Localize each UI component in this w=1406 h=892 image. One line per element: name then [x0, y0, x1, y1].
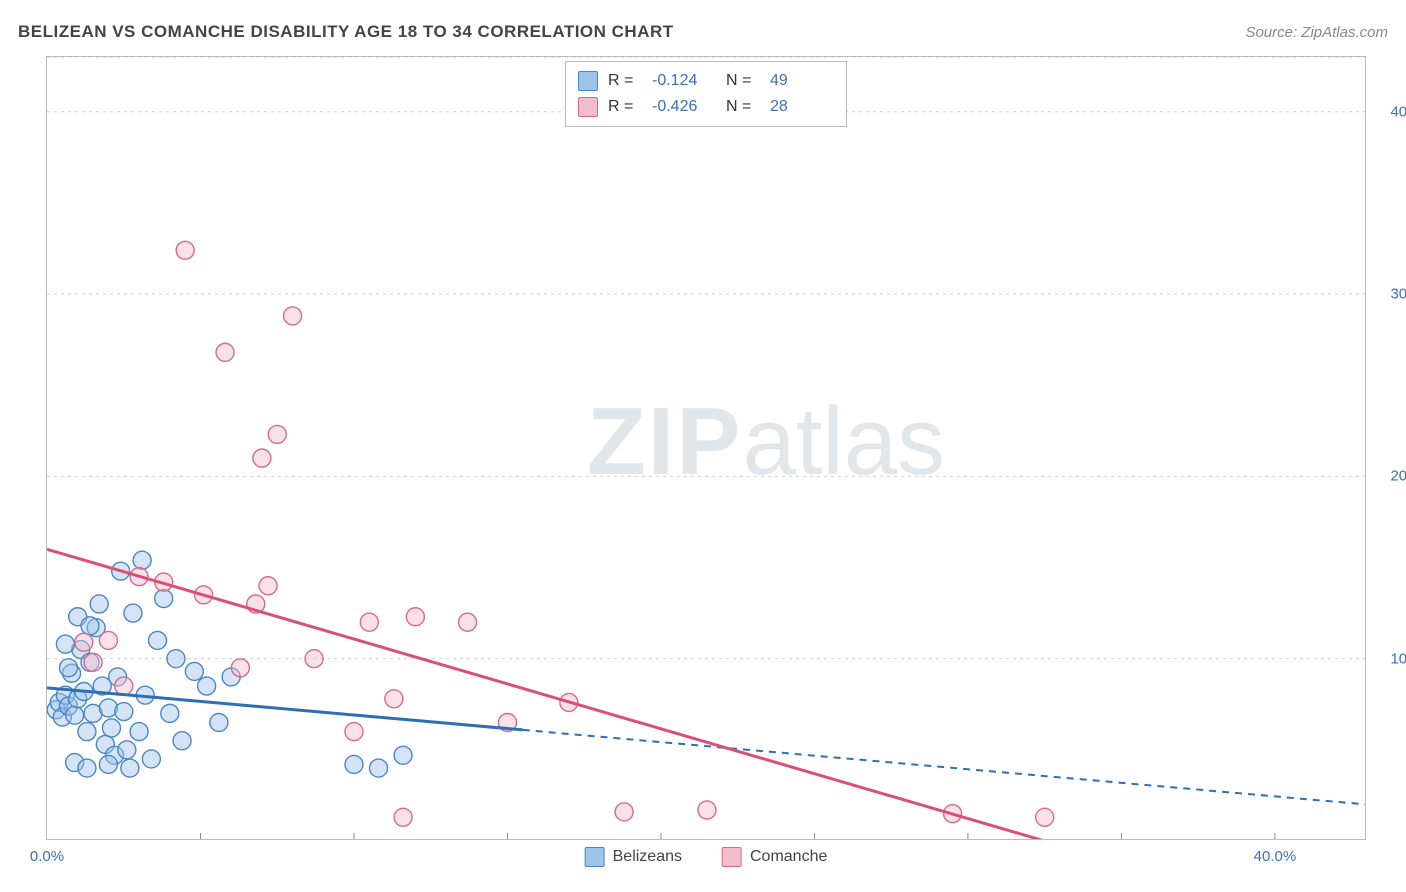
chart-container: BELIZEAN VS COMANCHE DISABILITY AGE 18 T… — [0, 0, 1406, 892]
correlation-row-comanche: R = -0.426 N = 28 — [578, 94, 834, 120]
legend-item-comanche: Comanche — [722, 847, 827, 867]
swatch-comanche — [578, 97, 598, 117]
r-label: R = — [608, 72, 642, 90]
source-label: Source: ZipAtlas.com — [1245, 24, 1388, 41]
plot-area: ZIPatlas R = -0.124 N = 49 R = -0.426 N … — [46, 56, 1366, 840]
n-value-comanche: 28 — [770, 98, 834, 116]
legend-item-belizeans: Belizeans — [585, 847, 682, 867]
legend-label-comanche: Comanche — [750, 848, 827, 866]
swatch-belizeans — [578, 71, 598, 91]
legend-label-belizeans: Belizeans — [613, 848, 682, 866]
y-tick-label: 20.0% — [1390, 468, 1406, 485]
correlation-legend: R = -0.124 N = 49 R = -0.426 N = 28 — [565, 61, 847, 127]
n-label: N = — [726, 72, 760, 90]
swatch-comanche-icon — [722, 847, 742, 867]
x-tick-label: 40.0% — [1254, 848, 1297, 865]
r-value-comanche: -0.426 — [652, 98, 716, 116]
n-label: N = — [726, 98, 760, 116]
plot-svg — [47, 57, 1365, 839]
y-tick-label: 40.0% — [1390, 103, 1406, 120]
correlation-row-belizeans: R = -0.124 N = 49 — [578, 68, 834, 94]
series-legend: Belizeans Comanche — [585, 847, 828, 867]
swatch-belizeans-icon — [585, 847, 605, 867]
r-label: R = — [608, 98, 642, 116]
y-tick-label: 30.0% — [1390, 286, 1406, 303]
x-tick-label: 0.0% — [30, 848, 64, 865]
r-value-belizeans: -0.124 — [652, 72, 716, 90]
y-tick-label: 10.0% — [1390, 650, 1406, 667]
n-value-belizeans: 49 — [770, 72, 834, 90]
title-row: BELIZEAN VS COMANCHE DISABILITY AGE 18 T… — [18, 18, 1388, 46]
